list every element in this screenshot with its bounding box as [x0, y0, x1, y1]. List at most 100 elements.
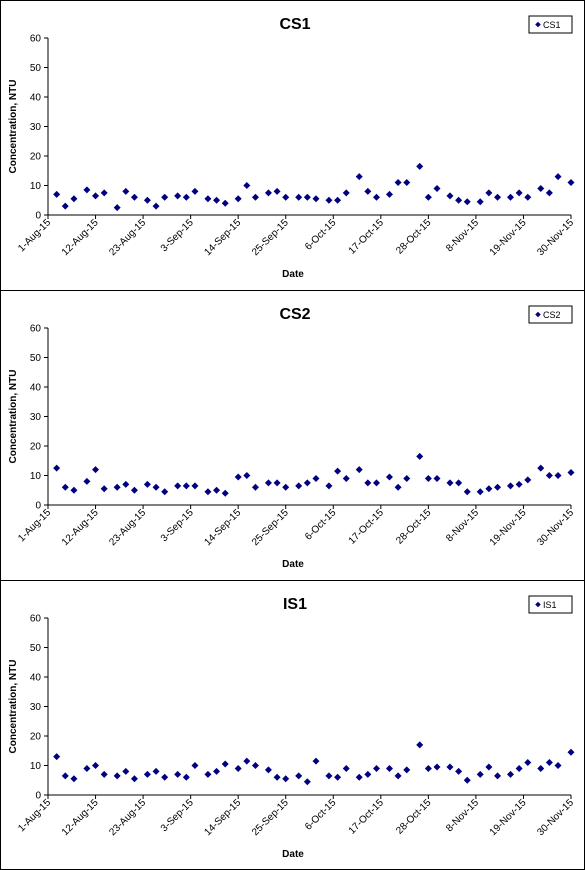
chart-1-data-point: [476, 488, 484, 496]
chart-0-x-tick-label: 1-Aug-15: [16, 217, 53, 254]
chart-1-y-tick-label: 0: [35, 501, 41, 512]
chart-2-data-point: [122, 767, 130, 775]
chart-2-y-tick-label: 0: [35, 791, 41, 802]
chart-0-y-tick-label: 50: [30, 63, 42, 74]
chart-2-data-point: [403, 766, 411, 774]
chart-0-x-tick-label: 30-Nov-15: [535, 217, 576, 258]
chart-0-legend-marker: [535, 21, 541, 28]
chart-1-data-point: [494, 483, 502, 491]
chart-2-legend-box: [528, 595, 573, 614]
chart-1-data-point: [70, 486, 78, 494]
chart-2-y-axis-label: Concentration, NTU: [8, 660, 19, 754]
chart-1-data-point: [130, 486, 138, 494]
chart-1-data-point: [372, 479, 380, 487]
chart-2-data-point: [506, 770, 514, 778]
chart-panel-cs1: CS1 0 10 20 30 40 50 60 1-Aug-15 12-Aug-15 23-Aug-…: [0, 0, 585, 291]
chart-0-data-point: [122, 187, 130, 195]
chart-0-data-point: [567, 179, 575, 187]
chart-2-x-tick-label: 12-Aug-15: [60, 797, 101, 838]
chart-0-x-tick-label: 3-Sep-15: [159, 217, 196, 254]
chart-0-x-tick-label: 6-Oct-15: [303, 217, 339, 253]
chart-2-x-tick-label: 25-Sep-15: [250, 797, 291, 838]
chart-2-y-tick-label: 30: [30, 702, 42, 713]
chart-1-data-point: [61, 483, 69, 491]
chart-0-data-point: [372, 193, 380, 201]
chart-1-y-tick-label: 40: [30, 383, 42, 394]
chart-2-data-point: [334, 773, 342, 781]
chart-1-y-tick-label: 60: [30, 324, 42, 335]
chart-1-data-point: [567, 469, 575, 477]
chart-1-data-point: [161, 488, 169, 496]
chart-2-data-point: [385, 764, 393, 772]
chart-0-data-point: [100, 189, 108, 197]
chart-1-data-point: [182, 482, 190, 490]
chart-1-data-point: [433, 474, 441, 482]
chart-1-data-point: [424, 474, 432, 482]
chart-1-x-tick-label: 6-Oct-15: [303, 507, 339, 543]
chart-0-data-point: [455, 196, 463, 204]
chart-0-data-point: [61, 202, 69, 210]
chart-1-data-point: [403, 474, 411, 482]
chart-2-data-point: [394, 772, 402, 780]
chart-0-data-point: [312, 195, 320, 203]
chart-1-data-point: [143, 480, 151, 488]
chart-1-data-point: [191, 482, 199, 490]
chart-cs2: CS2 0 10 20 30 40 50 60 1-Aug-15 12-Aug-15 23-Aug-…: [8, 305, 576, 570]
chart-1-data-point: [213, 486, 221, 494]
chart-0-legend-label: CS1: [543, 20, 561, 30]
chart-1-data-point: [545, 472, 553, 479]
chart-0-data-point: [273, 187, 281, 195]
chart-0-data-point: [416, 162, 424, 170]
chart-2-data-point: [53, 753, 61, 761]
chart-2-data-point: [446, 763, 454, 771]
chart-1-data-point: [221, 489, 229, 497]
chart-1-data-point: [92, 466, 100, 474]
chart-0-x-axis-label: Date: [282, 269, 304, 280]
chart-1-data-point: [312, 474, 320, 482]
chart-1-x-tick-label: 28-Oct-15: [394, 507, 434, 547]
chart-2-data-point: [174, 770, 182, 778]
chart-0-data-point: [355, 173, 363, 181]
chart-2-data-point: [545, 759, 553, 767]
chart-2-data-point: [273, 773, 281, 781]
chart-2-data-point: [83, 764, 91, 772]
chart-2-y-tick-label: 50: [30, 643, 42, 654]
chart-0-data-point: [92, 192, 100, 200]
chart-1-data-point: [325, 482, 333, 490]
chart-0-y-axis-label: Concentration, NTU: [8, 80, 19, 174]
chart-0-data-point: [433, 184, 441, 192]
chart-1-x-tick-label: 19-Nov-15: [488, 507, 529, 548]
chart-2-x-tick-label: 3-Sep-15: [159, 797, 196, 834]
chart-0-data-point: [53, 190, 61, 198]
chart-panel-is1: IS1 0 10 20 30 40 50 60 1-Aug-15 12-Aug-15 23-Aug-…: [0, 580, 585, 870]
chart-2-data-point: [355, 773, 363, 781]
chart-0-legend-box: [528, 15, 573, 34]
chart-2-data-point: [567, 748, 575, 756]
chart-1-legend: CS2: [528, 305, 573, 324]
chart-2-y-tick-label: 60: [30, 614, 42, 625]
chart-1-data-point: [515, 480, 523, 488]
chart-2-data-point: [221, 760, 229, 768]
chart-0-data-point: [554, 173, 562, 181]
chart-1-data-point: [174, 482, 182, 490]
chart-1-y-tick-label: 10: [30, 471, 42, 482]
chart-1-data-point: [122, 480, 130, 488]
chart-2-data-point: [143, 770, 151, 778]
chart-2-y-tick-label: 40: [30, 673, 42, 684]
chart-0-data-point: [485, 189, 493, 197]
chart-1-data-point: [394, 483, 402, 491]
chart-1-x-tick-label: 8-Nov-15: [444, 507, 481, 544]
chart-1-legend-label: CS2: [543, 310, 561, 320]
chart-2-data-point: [424, 764, 432, 772]
chart-1-data-point: [554, 472, 562, 479]
chart-1-data-point: [537, 464, 545, 472]
chart-2-data-point: [213, 767, 221, 775]
chart-1-data-point: [234, 473, 242, 481]
chart-2-data-point: [234, 764, 242, 772]
chart-1-data-point: [524, 476, 532, 484]
chart-0-y-tick-label: 60: [30, 34, 42, 45]
chart-2-data-point: [113, 772, 121, 780]
chart-2-x-tick-label: 1-Aug-15: [16, 797, 53, 834]
chart-2-data-point: [264, 766, 272, 774]
chart-1-data-point: [485, 485, 493, 493]
